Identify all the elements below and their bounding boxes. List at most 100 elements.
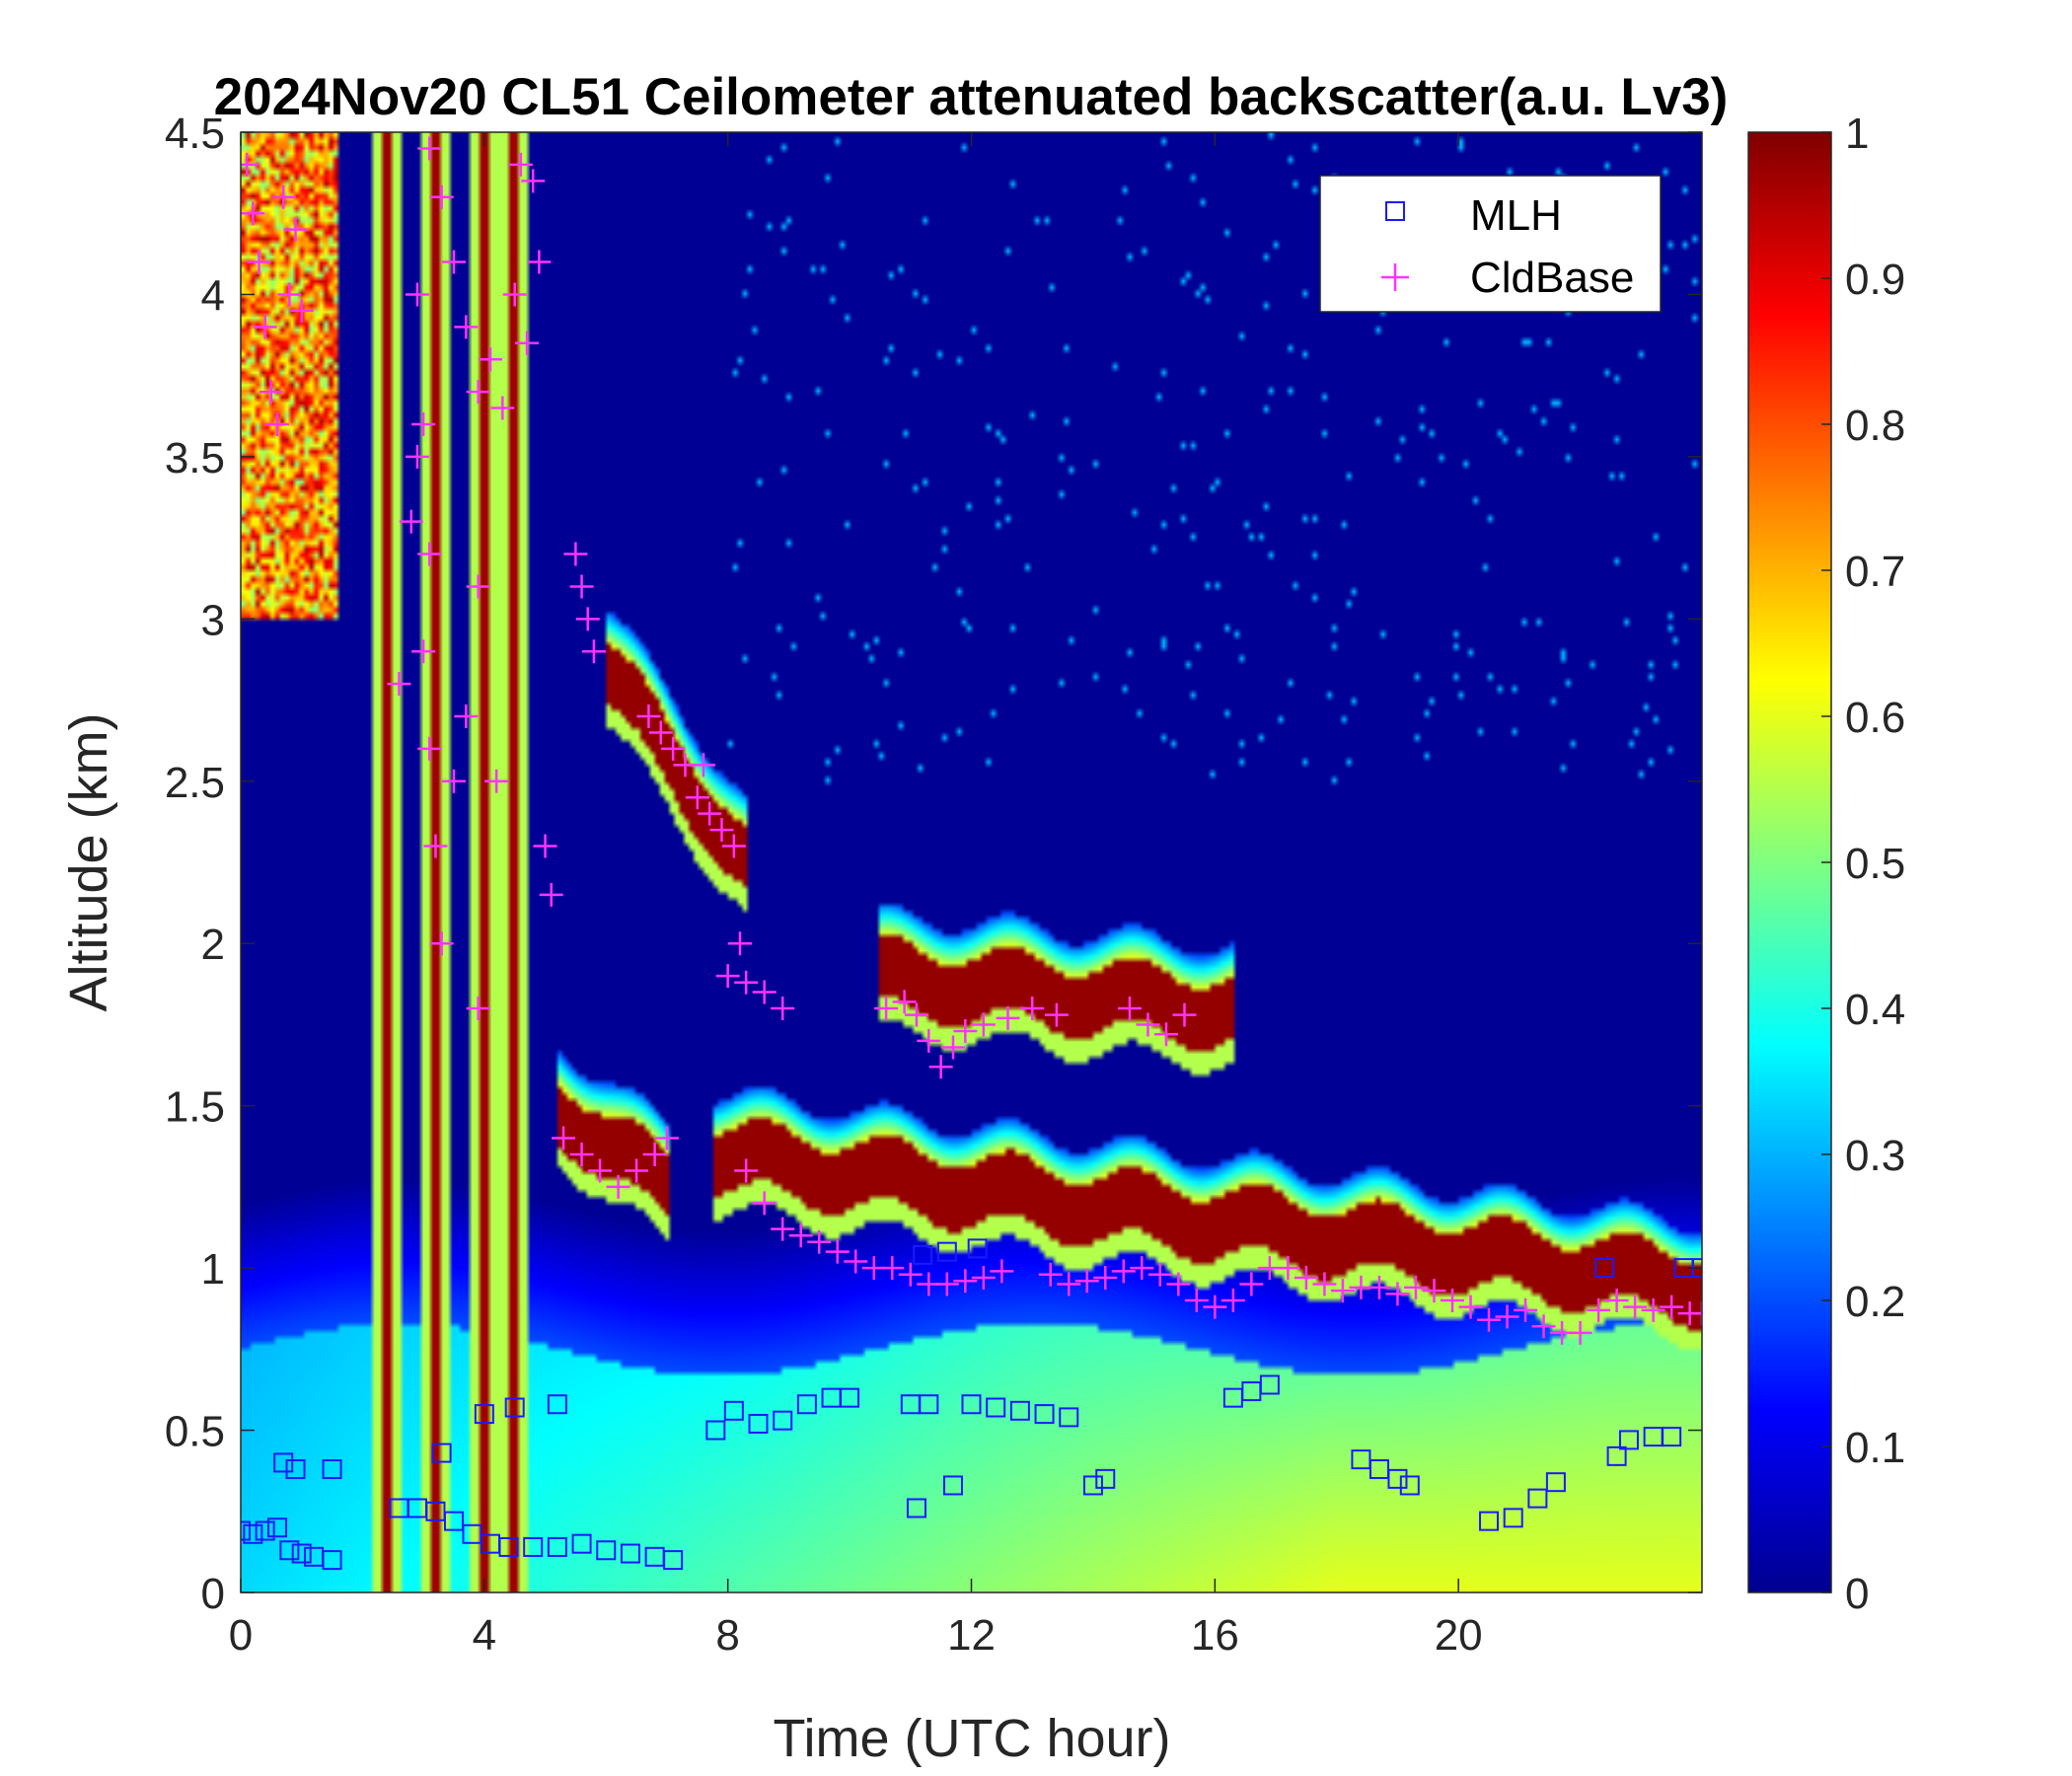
cldbase-point	[1422, 1279, 1446, 1303]
colorbar-tick-label: 0.2	[1845, 1278, 1905, 1326]
legend-cldbase-label: CldBase	[1470, 254, 1634, 302]
cldbase-point	[636, 704, 661, 728]
cldbase-point	[1117, 997, 1142, 1020]
cldbase-point	[1587, 1297, 1611, 1322]
x-tick-label: 16	[1191, 1611, 1239, 1660]
colorbar-tick-label: 0.7	[1845, 548, 1905, 596]
cldbase-point	[502, 282, 527, 307]
cldbase-point	[484, 769, 509, 793]
mlh-point	[241, 1520, 251, 1541]
mlh-point	[942, 1475, 963, 1496]
mlh-point	[431, 1443, 452, 1463]
mlh-point	[796, 1394, 817, 1415]
y-tick-label: 4.5	[165, 110, 225, 158]
mlh-point	[1259, 1374, 1280, 1395]
cldbase-point	[417, 542, 442, 566]
cldbase-point	[581, 639, 606, 664]
x-tick-label: 8	[715, 1611, 739, 1660]
cldbase-point	[1660, 1295, 1684, 1319]
x-axis-label: Time (UTC hour)	[773, 1709, 1170, 1768]
y-tick-label: 3.5	[165, 434, 225, 482]
mlh-point	[1606, 1445, 1627, 1466]
mlh-point	[1095, 1468, 1116, 1489]
cldbase-point	[1294, 1265, 1318, 1290]
y-tick-label: 1.5	[165, 1083, 225, 1132]
x-tick-label: 0	[229, 1611, 253, 1660]
cldbase-point	[880, 1256, 905, 1281]
mlh-point	[913, 1244, 933, 1265]
mlh-point	[620, 1543, 640, 1564]
cldbase-point	[709, 818, 734, 843]
mlh-point	[967, 1238, 988, 1259]
cldbase-point	[721, 834, 746, 858]
cldbase-markers	[241, 136, 1702, 1345]
colorbar-gradient	[1747, 131, 1832, 1593]
cldbase-point	[661, 736, 686, 761]
y-tick-label: 2.5	[165, 759, 225, 807]
cldbase-point	[1057, 1272, 1081, 1296]
cldbase-point	[539, 882, 563, 907]
cldbase-point	[1184, 1289, 1209, 1312]
mlh-point	[322, 1459, 342, 1480]
y-tick-label: 3	[201, 596, 225, 644]
cldbase-point	[1385, 1282, 1410, 1306]
y-tick-label: 1	[201, 1245, 225, 1294]
cldbase-point	[1038, 1262, 1063, 1287]
cldbase-point	[654, 1126, 679, 1150]
mlh-point	[1082, 1475, 1103, 1496]
cldbase-point	[728, 931, 753, 956]
cldbase-point	[648, 720, 673, 745]
cldbase-point	[1153, 1022, 1178, 1047]
cldbase-point	[429, 931, 454, 956]
mlh-point	[1387, 1468, 1408, 1489]
mlh-markers	[241, 1238, 1702, 1571]
mlh-point	[523, 1536, 544, 1557]
cldbase-point	[552, 1126, 576, 1150]
cldbase-point	[1203, 1295, 1227, 1319]
cldbase-point	[771, 997, 795, 1020]
y-tick-label: 0	[201, 1570, 225, 1618]
cldbase-point	[271, 185, 296, 209]
colorbar: 0 0.1 0.2 0.3 0.4 0.5 0.6 0.7 0.8 0.9 1	[1747, 110, 1905, 1618]
legend: MLH CldBase	[1319, 175, 1662, 313]
cldbase-point	[1276, 1256, 1300, 1281]
cldbase-point	[569, 574, 594, 599]
mlh-point	[498, 1536, 519, 1557]
cldbase-point	[259, 380, 283, 405]
cldbase-point	[734, 970, 759, 995]
mlh-point	[596, 1540, 617, 1561]
mlh-point	[1399, 1475, 1420, 1496]
cldbase-point	[990, 1259, 1014, 1284]
x-tick-label: 12	[947, 1611, 996, 1660]
cldbase-point	[752, 980, 777, 1004]
cldbase-point	[1130, 1256, 1154, 1281]
cldbase-point	[715, 964, 740, 989]
colorbar-tick-label: 0.9	[1845, 256, 1905, 304]
mlh-point	[474, 1404, 494, 1425]
mlh-point	[547, 1536, 567, 1557]
cldbase-point	[1458, 1295, 1483, 1319]
cldbase-point	[788, 1223, 813, 1248]
cldbase-point	[844, 1249, 868, 1274]
cldbase-point	[928, 1055, 953, 1079]
colorbar-tick-label: 0.6	[1845, 694, 1905, 742]
y-axis-label: Altitude (km)	[59, 712, 118, 1011]
cldbase-point	[1403, 1275, 1428, 1299]
mlh-point	[723, 1400, 744, 1421]
cldbase-point	[405, 282, 429, 307]
mlh-point	[267, 1517, 288, 1538]
colorbar-ticks: 0 0.1 0.2 0.3 0.4 0.5 0.6 0.7 0.8 0.9 1	[1821, 110, 1905, 1618]
legend-mlh-label: MLH	[1470, 191, 1562, 240]
cldbase-point	[1111, 1259, 1136, 1284]
cldbase-point	[411, 412, 436, 436]
cldbase-point	[405, 444, 429, 469]
cldbase-point	[289, 298, 314, 323]
mlh-point	[840, 1387, 860, 1408]
cldbase-point	[441, 769, 466, 793]
cldbase-point	[1172, 1002, 1197, 1027]
cldbase-point	[1221, 1289, 1245, 1312]
cldbase-point	[429, 185, 454, 209]
cldbase-point	[1690, 1301, 1702, 1326]
mlh-point	[571, 1533, 592, 1554]
cldbase-point	[533, 834, 557, 858]
